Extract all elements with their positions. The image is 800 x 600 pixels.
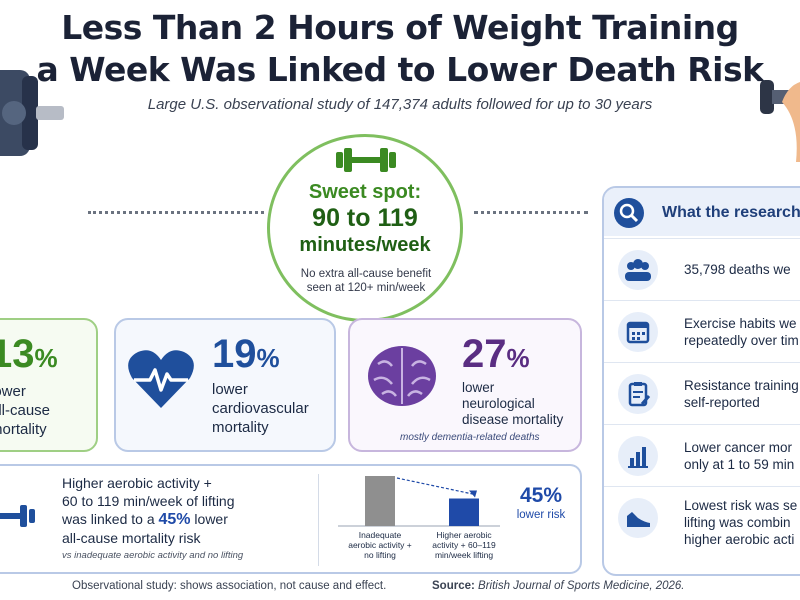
sweet-spot-label: Sweet spot: xyxy=(308,181,422,203)
combined-activity-text: Higher aerobic activity + 60 to 119 min/… xyxy=(62,474,235,547)
stat-neuro-value: 27 xyxy=(462,332,507,376)
chart-label-0-line1: Inadequate xyxy=(359,530,402,540)
research-item-text: 35,798 deaths we xyxy=(684,261,791,278)
research-item-line2: self-reported xyxy=(684,395,760,410)
chart-label-1-line1: Higher aerobic xyxy=(436,530,492,540)
title-line-1: Less Than 2 Hours of Weight Training xyxy=(61,8,739,47)
chart-arrowhead xyxy=(469,490,477,498)
stat-cv-text: lower cardiovascular mortality xyxy=(212,380,309,437)
combo-line3-pre: was linked to a xyxy=(62,511,159,527)
stat-neuro-value-wrap: 27% xyxy=(462,332,530,377)
footer-source-text: British Journal of Sports Medicine, 2026… xyxy=(478,580,685,592)
research-item-text: Lower cancer mor only at 1 to 59 min xyxy=(684,439,794,473)
combo-line1: Higher aerobic activity + xyxy=(62,475,212,491)
chart-label-0-line2: aerobic activity + xyxy=(348,540,412,550)
chart-label-1-line3: min/week lifting xyxy=(435,550,493,560)
sweet-spot-range: 90 to 119 xyxy=(312,204,418,232)
stat-neuro-line3: disease mortality xyxy=(462,412,564,427)
footer-note: Observational study: shows association, … xyxy=(72,580,387,592)
stat-all-cause-sign: % xyxy=(34,343,58,373)
stat-all-cause-line2: all-cause xyxy=(0,402,51,419)
stat-card-all-cause: 13% lower all-cause mortality xyxy=(0,318,98,452)
chart-label-1-line2: activity + 60–119 xyxy=(432,540,496,550)
combo-footnote: vs inadequate aerobic activity and no li… xyxy=(62,550,244,561)
heart-pulse-icon xyxy=(128,350,194,408)
sweet-spot-unit: minutes/week xyxy=(299,234,431,256)
chart-annotation-value: 45% xyxy=(520,484,562,507)
bar-chart-icon xyxy=(618,436,658,476)
subtitle: Large U.S. observational study of 147,37… xyxy=(147,96,653,113)
research-item: Lower cancer mor only at 1 to 59 min xyxy=(604,424,800,487)
stat-cv-sign: % xyxy=(256,343,280,373)
weight-plate-icon xyxy=(0,70,64,156)
title-line-2: a Week Was Linked to Lower Death Risk xyxy=(36,50,764,89)
search-icon xyxy=(614,198,644,228)
combo-line3: was linked to a 45% lower xyxy=(62,510,235,529)
research-item-line3: higher aerobic acti xyxy=(684,532,795,547)
stat-card-neurological: 27% lower neurological disease mortality… xyxy=(348,318,582,452)
combo-line4: all-cause mortality risk xyxy=(62,530,201,546)
stat-neuro-note: mostly dementia-related deaths xyxy=(400,432,540,443)
footer-source: Source: British Journal of Sports Medici… xyxy=(432,580,685,592)
stat-all-cause-value: 13 xyxy=(0,332,35,376)
research-item-line2: only at 1 to 59 min xyxy=(684,457,795,472)
combo-separator xyxy=(318,474,319,566)
stat-card-cardiovascular: 19% lower cardiovascular mortality xyxy=(114,318,336,452)
research-panel-title: What the research xyxy=(662,204,800,221)
stat-cv-value: 19 xyxy=(212,332,257,376)
research-item-line2: repeatedly over tim xyxy=(684,333,799,348)
chart-bar-higher-aerobic xyxy=(449,498,479,526)
research-panel: What the research 35,798 deaths we Exerc… xyxy=(602,186,800,576)
chart-bar-inadequate xyxy=(365,476,395,526)
arm-dumbbell-icon xyxy=(760,80,800,162)
chart-arrow xyxy=(396,477,476,496)
research-item-line1: Lower cancer mor xyxy=(684,440,793,455)
research-item-text: Exercise habits we repeatedly over tim xyxy=(684,315,799,349)
research-item-line2: lifting was combin xyxy=(684,515,791,530)
divider-right xyxy=(474,211,588,214)
calendar-icon xyxy=(618,312,658,352)
stat-neuro-line2: neurological xyxy=(462,396,535,411)
stat-neuro-line1: lower xyxy=(462,380,495,395)
research-item-text: Lowest risk was se lifting was combin high… xyxy=(684,497,797,548)
stat-all-cause-line3: mortality xyxy=(0,421,47,438)
stat-all-cause-line1: lower xyxy=(0,383,26,400)
research-item: Resistance training self-reported xyxy=(604,362,800,425)
research-item: Lowest risk was se lifting was combin high… xyxy=(604,486,800,575)
people-icon xyxy=(618,250,658,290)
research-item: 35,798 deaths we xyxy=(604,238,800,301)
stat-cv-line1: lower xyxy=(212,381,248,398)
dumbbell-icon xyxy=(336,148,396,172)
footer-source-label: Source: xyxy=(432,580,475,592)
stat-cv-line3: mortality xyxy=(212,419,269,436)
stat-neuro-text: lower neurological disease mortality xyxy=(462,380,563,428)
brain-icon xyxy=(368,346,436,406)
chart-annotation-label: lower risk xyxy=(517,509,566,521)
dumbbell-icon xyxy=(0,505,35,527)
chart-label-0-line3: no lifting xyxy=(364,550,396,560)
sweet-spot-note: No extra all-cause benefit seen at 120+ … xyxy=(300,268,432,294)
research-item-text: Resistance training self-reported xyxy=(684,377,799,411)
stat-all-cause-text: lower all-cause mortality xyxy=(0,382,50,439)
research-item-line1: 35,798 deaths we xyxy=(684,262,791,277)
shoe-icon xyxy=(618,498,658,538)
research-item-line1: Lowest risk was se xyxy=(684,498,798,513)
combo-line3-pct: 45% xyxy=(158,511,191,528)
research-item-line1: Resistance training xyxy=(684,378,799,393)
sweet-spot-badge: Sweet spot: 90 to 119 minutes/week No ex… xyxy=(267,134,463,322)
stat-cv-line2: cardiovascular xyxy=(212,400,309,417)
research-item: Exercise habits we repeatedly over tim xyxy=(604,300,800,363)
combo-line2: 60 to 119 min/week of lifting xyxy=(62,493,235,509)
combo-line3-post: lower xyxy=(190,511,228,527)
research-item-line1: Exercise habits we xyxy=(684,316,797,331)
stat-neuro-sign: % xyxy=(506,343,530,373)
stat-all-cause-value-wrap: 13% xyxy=(0,332,58,377)
risk-comparison-chart: 45% lower risk Inadequate aerobic activi… xyxy=(338,476,566,560)
divider-left xyxy=(88,211,264,214)
combined-activity-box xyxy=(0,464,582,574)
stat-cv-value-wrap: 19% xyxy=(212,332,280,377)
clipboard-icon xyxy=(618,374,658,414)
